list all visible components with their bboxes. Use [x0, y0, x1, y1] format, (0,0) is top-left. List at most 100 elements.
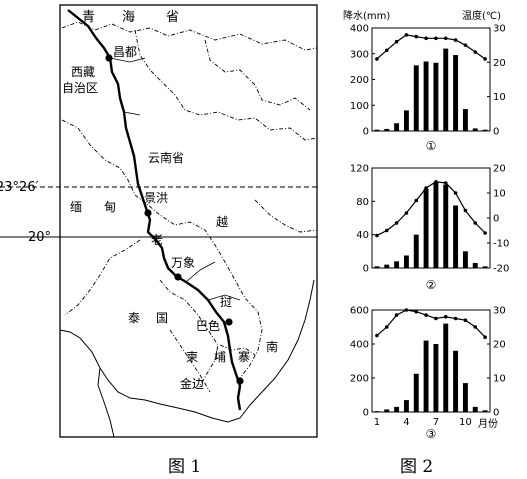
right-tick-label: -10	[493, 239, 509, 250]
precip-bar	[433, 182, 439, 268]
month-tick-label: 4	[403, 417, 409, 428]
precip-bar	[413, 234, 419, 268]
region-label-yunnan: 云南省	[148, 150, 184, 165]
region-label-tai: 泰	[128, 311, 140, 325]
temperature-point	[483, 57, 487, 61]
temperature-point	[394, 39, 399, 44]
temperature-point	[473, 50, 478, 54]
region-label-mian: 缅	[70, 200, 82, 214]
left-tick-label: 100	[350, 101, 369, 112]
left-tick-label: 0	[363, 127, 369, 138]
temperature-point	[414, 198, 419, 203]
temperature-point	[404, 308, 409, 312]
charts-layer: 01002003004000102030①04080120-20-1001020…	[350, 24, 509, 442]
precip-bar	[403, 255, 409, 268]
left-tick-label: 400	[350, 24, 369, 35]
temperature-point	[473, 325, 478, 329]
precip-bar	[443, 323, 449, 412]
right-tick-label: 20	[493, 164, 506, 175]
left-tick-label: 0	[363, 408, 369, 419]
temperature-point	[483, 335, 487, 340]
coastline	[59, 279, 315, 423]
city-dot-pakse	[225, 318, 233, 326]
chart-frame	[371, 27, 491, 132]
city-dot-changdu	[105, 54, 113, 62]
left-tick-label: 600	[350, 306, 369, 317]
region-label-guo: 国	[156, 311, 168, 325]
city-label-changdu: 昌都	[113, 45, 137, 59]
temperature-point	[473, 221, 478, 225]
temperature-point	[384, 228, 389, 233]
city-dot-jinghong	[144, 209, 152, 217]
temperature-point	[443, 36, 448, 41]
city-label-vientiane: 万象	[171, 256, 195, 270]
right-tick-label: 30	[493, 24, 506, 35]
right-tick-label: 0	[493, 408, 499, 419]
temperature-point	[375, 333, 379, 338]
precip-bar	[472, 128, 478, 131]
region-label-sheng: 省	[166, 10, 179, 25]
temperature-point	[404, 33, 409, 37]
temperature-point	[463, 43, 468, 47]
region-label-zhai: 寨	[238, 349, 250, 364]
chart-frame	[371, 309, 491, 413]
tributaries	[109, 57, 241, 301]
temperature-point	[424, 36, 428, 41]
city-label-phnompenh: 金边	[180, 376, 204, 391]
precip-bar	[413, 65, 419, 131]
precip-bar	[384, 128, 390, 131]
city-dot-phnompenh	[236, 377, 244, 385]
precip-bar	[374, 129, 380, 131]
temperature-point	[394, 313, 399, 317]
temperature-point	[434, 316, 438, 321]
right-tick-label: 0	[493, 127, 499, 138]
right-tick-label: -20	[493, 264, 509, 275]
right-tick-label: 30	[493, 306, 506, 317]
temperature-point	[463, 208, 468, 213]
precip-bar	[462, 383, 468, 412]
temperature-point	[414, 34, 419, 39]
figure2-caption: 图 2	[400, 457, 433, 477]
right-tick-label: 20	[493, 58, 506, 69]
peninsula-coast	[97, 367, 115, 438]
precip-bar	[453, 205, 459, 268]
left-axis-label: 降水(mm)	[343, 9, 390, 22]
temperature-point	[375, 233, 379, 238]
temperature-point	[404, 211, 409, 215]
precip-bar	[472, 406, 478, 412]
region-label-jian: 柬	[186, 350, 198, 364]
precip-bar	[394, 261, 400, 268]
region-label-hai: 海	[122, 10, 135, 25]
temperature-point	[463, 318, 468, 323]
precip-bar	[394, 406, 400, 412]
precip-bar	[482, 266, 488, 268]
precip-bar	[482, 129, 488, 131]
precip-bar	[453, 350, 459, 412]
temperature-line	[376, 309, 486, 338]
temperature-point	[453, 191, 458, 195]
precip-bar	[374, 411, 380, 412]
region-label-qing: 青	[82, 10, 95, 25]
precip-bar	[433, 344, 439, 412]
region-label-pu: 埔	[214, 350, 226, 364]
month-tick-label: 7	[433, 417, 439, 428]
precip-bar	[462, 251, 468, 268]
precip-bar	[462, 109, 468, 131]
temperature-point	[453, 38, 458, 42]
mekong-river	[67, 9, 242, 411]
right-tick-label: 10	[493, 92, 506, 103]
left-tick-label: 400	[350, 340, 369, 351]
region-label-xizang: 西藏	[71, 65, 95, 79]
precip-bar	[423, 340, 429, 412]
precip-bar	[482, 410, 488, 412]
temperature-point	[434, 36, 438, 41]
chart-number: ②	[426, 278, 437, 292]
city-dot-vientiane	[174, 273, 182, 281]
temperature-point	[384, 325, 389, 329]
precip-bar	[403, 110, 409, 131]
left-tick-label: 120	[350, 164, 369, 175]
precip-bar	[443, 48, 449, 131]
month-tick-label: 10	[459, 417, 472, 428]
region-label-zizhiqu: 自治区	[62, 81, 98, 95]
